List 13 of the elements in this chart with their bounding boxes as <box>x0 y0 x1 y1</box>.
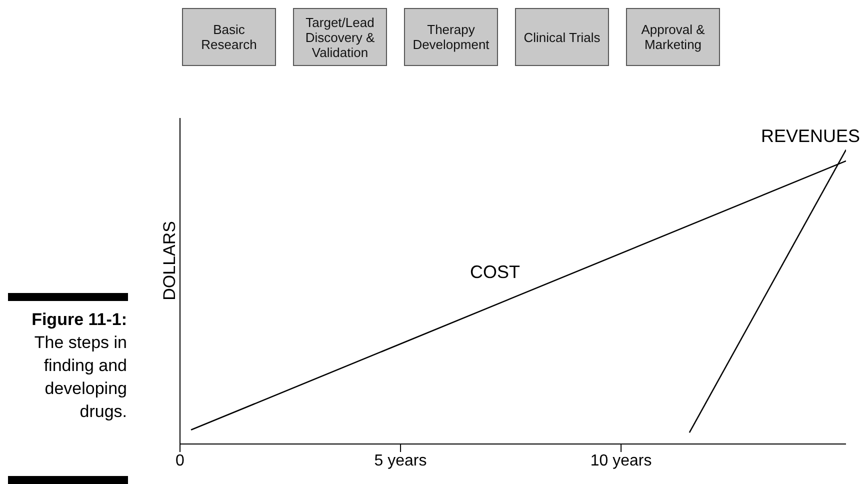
x-tick-label: 5 years <box>374 452 427 470</box>
x-tick-label: 10 years <box>590 452 652 470</box>
series-label: COST <box>470 262 522 283</box>
y-axis-title: DOLLARS <box>160 221 180 300</box>
stage-box: Basic Research <box>182 8 276 66</box>
series-label: REVENUES <box>760 126 860 147</box>
stage-box: Therapy Development <box>404 8 498 66</box>
stage-box: Target/Lead Discovery & Validation <box>293 8 387 66</box>
caption: Figure 11-1: <box>30 309 127 331</box>
x-tick-label: 0 <box>176 452 185 470</box>
stage-box: Approval & Marketing <box>626 8 720 66</box>
text: The steps in finding and developing drugs. <box>33 332 127 423</box>
stage-box: Clinical Trials <box>515 8 609 66</box>
